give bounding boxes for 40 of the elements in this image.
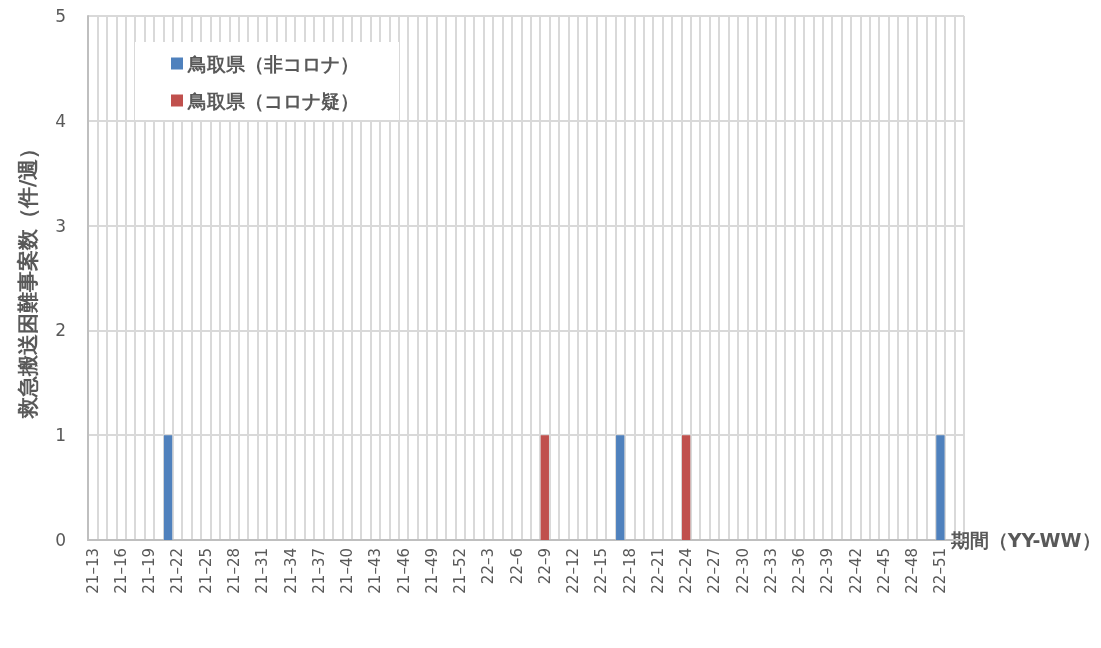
x-tick-label: 22–9 <box>535 548 554 585</box>
x-tick-label: 21–52 <box>451 548 470 594</box>
y-tick-label: 5 <box>55 6 66 26</box>
x-tick-label: 22–48 <box>903 548 922 594</box>
x-tick-label: 22–39 <box>818 548 837 594</box>
x-tick-label: 22–27 <box>705 548 724 594</box>
x-tick-label: 22–3 <box>479 548 498 585</box>
x-tick-label: 22–21 <box>648 548 667 594</box>
x-tick-label: 21–25 <box>196 548 215 594</box>
x-tick-label: 21–28 <box>225 548 243 594</box>
x-tick-label: 21–16 <box>111 548 130 594</box>
x-tick-label: 21–43 <box>366 548 385 594</box>
x-tick-label: 22–18 <box>620 548 639 594</box>
x-tick-label: 22–24 <box>677 548 696 594</box>
x-tick-label: 21–31 <box>253 548 272 594</box>
y-tick-label: 4 <box>55 110 66 131</box>
y-tick-label: 1 <box>55 425 66 446</box>
legend-label: 鳥取県（コロナ疑） <box>187 89 359 112</box>
x-tick-label: 21–19 <box>140 548 159 594</box>
x-tick-label: 21–40 <box>338 548 357 594</box>
y-axis-title: 救急搬送困難事案数（件/週） <box>15 137 40 421</box>
y-tick-label: 3 <box>55 215 66 236</box>
x-tick-label: 22–36 <box>790 548 809 594</box>
x-tick-label: 22–45 <box>874 548 893 594</box>
x-tick-label: 22–33 <box>761 548 780 594</box>
x-tick-label: 22–6 <box>507 548 526 585</box>
x-tick-label: 22–51 <box>931 548 950 594</box>
x-tick-label: 22–42 <box>846 548 865 594</box>
legend-label: 鳥取県（非コロナ） <box>187 52 359 75</box>
x-tick-label: 21–13 <box>83 548 102 594</box>
x-tick-label: 21–49 <box>422 548 441 594</box>
x-tick-label: 22–15 <box>592 548 611 594</box>
y-tick-label: 2 <box>55 320 66 341</box>
y-tick-label: 0 <box>55 530 66 550</box>
x-tick-label: 21–37 <box>309 548 328 594</box>
x-tick-label: 21–46 <box>394 548 413 594</box>
x-tick-label: 22–12 <box>564 548 583 594</box>
x-tick-label: 21–22 <box>168 548 187 594</box>
x-tick-label: 22–30 <box>733 548 752 594</box>
x-tick-label: 21–34 <box>281 548 300 594</box>
